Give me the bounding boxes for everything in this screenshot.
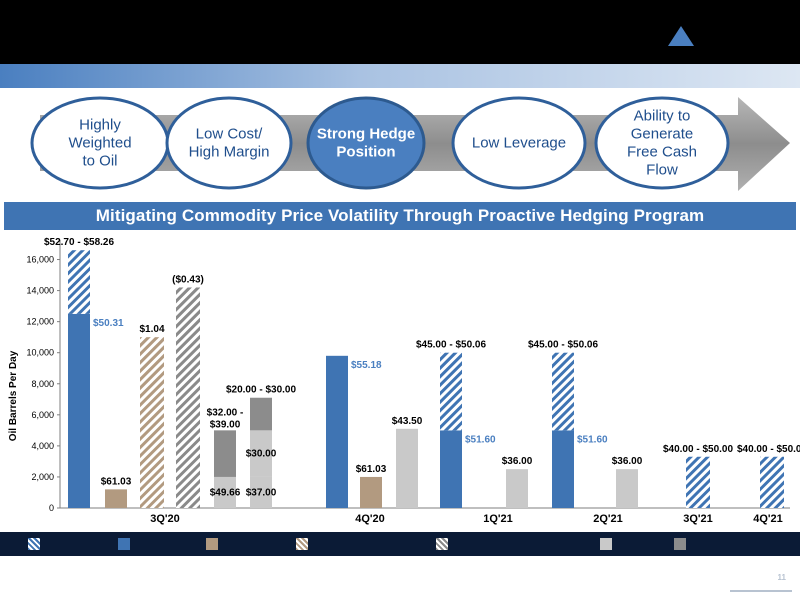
bar-segment-light-gray-solid — [616, 469, 638, 508]
data-label: $30.00 — [246, 449, 277, 460]
bottom-rule — [730, 590, 792, 592]
legend-swatch-tan-solid — [206, 538, 218, 550]
bar-segment-blue-solid — [552, 430, 574, 508]
process-step-label: Weighted — [68, 135, 131, 152]
y-tick-label: 0 — [49, 503, 54, 513]
process-step-oval — [165, 96, 293, 190]
x-category-label: 2Q'21 — [593, 513, 623, 525]
hedge-bar-chart: 0 2,000 4,000 6,000 8,000 10,000 12,000 14,000 1… — [8, 237, 800, 525]
data-label: $45.00 - $50.06 — [416, 340, 486, 351]
data-label: $61.03 — [101, 476, 132, 487]
data-label: $45.00 - $50.06 — [528, 340, 598, 351]
process-step-label: Low Cost/ — [196, 126, 264, 143]
process-step-oval — [451, 96, 587, 190]
process-step: Low Leverage — [451, 96, 587, 190]
data-label: ($0.43) — [172, 274, 204, 285]
process-step-label: Generate — [631, 126, 694, 143]
bar-segment-blue-hatch — [68, 250, 90, 314]
y-tick-label: 8,000 — [31, 379, 54, 389]
process-step-label: Flow — [646, 162, 678, 179]
data-label: $37.00 — [246, 487, 277, 498]
bar-segment-dark-gray-solid — [250, 397, 272, 431]
data-label: $49.66 — [210, 487, 241, 498]
bar-segment-light-gray-solid — [250, 476, 272, 508]
bar-segment-blue-solid — [440, 430, 462, 508]
legend-swatch-dark-gray-solid — [674, 538, 686, 550]
process-step-label: Free Cash — [627, 144, 697, 161]
bar-segment-light-gray-solid — [506, 469, 528, 508]
bar-segment-blue-hatch — [760, 456, 784, 508]
x-category-label: 3Q'21 — [683, 513, 713, 525]
data-label: $40.00 - $50.00 — [737, 444, 800, 455]
process-step-oval — [306, 96, 426, 190]
x-category-label: 4Q'21 — [753, 513, 783, 525]
x-category-label: 4Q'20 — [355, 513, 385, 525]
process-step-label: Strong Hedge — [317, 126, 415, 143]
y-axis-title: Oil Barrels Per Day — [8, 350, 19, 441]
process-step-label: Highly — [79, 117, 121, 134]
process-step-label: High Margin — [189, 144, 270, 161]
x-category-label: 3Q'20 — [150, 513, 180, 525]
page-number: 11 — [777, 573, 786, 582]
bar-segment-blue-solid — [68, 313, 90, 508]
legend-swatch-tan-hatch — [296, 538, 308, 550]
data-label: $40.00 - $50.00 — [663, 444, 733, 455]
y-tick-label: 6,000 — [31, 410, 54, 420]
y-tick-label: 4,000 — [31, 441, 54, 451]
process-step-label: Ability to — [634, 108, 691, 125]
legend-swatch-gray-hatch — [436, 538, 448, 550]
legend-bar — [0, 532, 800, 556]
y-tick-label: 10,000 — [26, 348, 54, 358]
legend-swatch-blue-solid — [118, 538, 130, 550]
data-label: $43.50 — [392, 416, 423, 427]
bar-segment-tan-solid — [105, 489, 127, 508]
data-label: $55.18 — [351, 360, 382, 371]
chart-banner: Mitigating Commodity Price Volatility Th… — [4, 202, 796, 230]
process-step-label: Low Leverage — [472, 135, 566, 152]
bar-segment-dark-gray-solid — [214, 430, 236, 477]
y-tick-label: 14,000 — [26, 286, 54, 296]
data-label: $51.60 — [577, 434, 608, 445]
data-label: $36.00 — [612, 456, 643, 467]
data-label: $52.70 - $58.26 — [44, 237, 114, 248]
bar-segment-blue-hatch — [686, 456, 710, 508]
bar-segment-light-gray-solid — [250, 430, 272, 477]
logo-triangle-icon — [668, 26, 694, 46]
y-tick-label: 2,000 — [31, 472, 54, 482]
process-step-label: Position — [336, 144, 395, 161]
y-tick-label: 12,000 — [26, 317, 54, 327]
bar-segment-gray-hatch — [176, 287, 200, 508]
y-tick-label: 16,000 — [26, 255, 54, 265]
data-label: $20.00 - $30.00 — [226, 385, 296, 396]
bar-segment-tan-solid — [360, 476, 382, 508]
bar-segment-blue-hatch — [440, 352, 462, 431]
process-step-label: to Oil — [82, 153, 117, 170]
bar-segment-blue-solid — [326, 355, 348, 508]
bar-segment-light-gray-solid — [214, 476, 236, 508]
title-bar — [0, 64, 800, 88]
process-step: Low Cost/High Margin — [165, 96, 293, 190]
bar-segment-blue-hatch — [552, 352, 574, 431]
legend-swatch-light-gray-solid — [600, 538, 612, 550]
bar-segment-tan-hatch — [140, 337, 164, 508]
data-label: $51.60 — [465, 434, 496, 445]
data-label: $32.00 -$39.00 — [207, 407, 244, 430]
bar-segment-light-gray-solid — [396, 428, 418, 508]
data-label: $36.00 — [502, 456, 533, 467]
process-step-oval — [594, 96, 730, 190]
data-label: $1.04 — [139, 324, 164, 335]
top-band — [0, 0, 800, 64]
x-category-label: 1Q'21 — [483, 513, 513, 525]
data-label: $50.31 — [93, 318, 124, 329]
data-label: $61.03 — [356, 464, 387, 475]
legend-swatch-blue-hatch — [28, 538, 40, 550]
